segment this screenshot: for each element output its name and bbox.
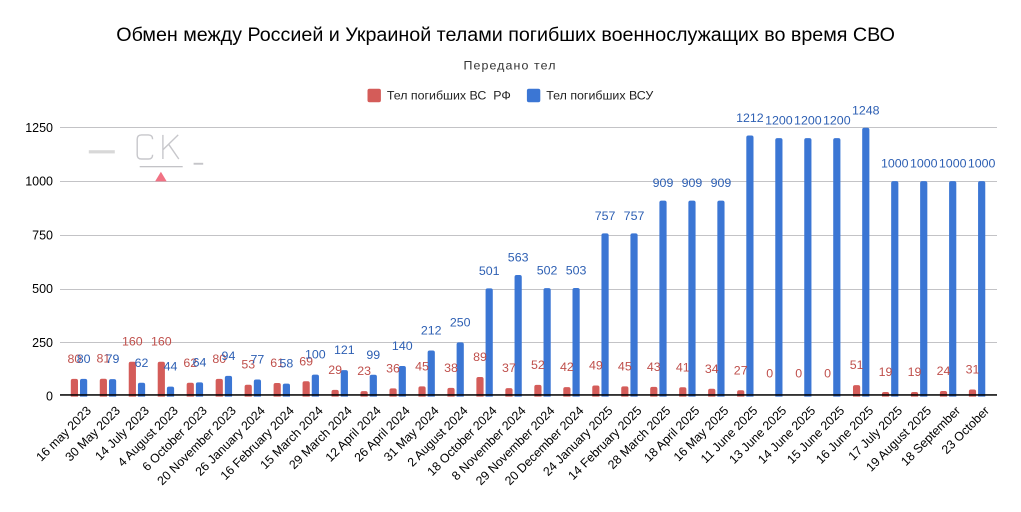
svg-text:1248: 1248 — [852, 103, 880, 117]
svg-text:37: 37 — [502, 361, 516, 375]
svg-text:501: 501 — [479, 264, 500, 278]
svg-text:250: 250 — [32, 336, 53, 350]
svg-text:99: 99 — [366, 348, 380, 362]
svg-text:52: 52 — [531, 358, 545, 372]
svg-text:64: 64 — [193, 355, 207, 369]
svg-text:80: 80 — [212, 352, 226, 366]
svg-text:23: 23 — [357, 364, 371, 378]
svg-text:0: 0 — [766, 367, 773, 381]
svg-text:121: 121 — [334, 343, 355, 357]
svg-text:212: 212 — [421, 324, 442, 338]
svg-text:61: 61 — [270, 356, 284, 370]
svg-text:45: 45 — [618, 359, 632, 373]
svg-text:19: 19 — [908, 365, 922, 379]
svg-text:Тел погибших ВСУ: Тел погибших ВСУ — [546, 89, 653, 103]
svg-text:43: 43 — [647, 360, 661, 374]
svg-text:29: 29 — [328, 363, 342, 377]
svg-text:1200: 1200 — [823, 114, 851, 128]
svg-text:80: 80 — [77, 352, 91, 366]
svg-text:Передано тел: Передано тел — [463, 58, 556, 72]
svg-text:41: 41 — [676, 360, 690, 374]
svg-text:502: 502 — [537, 264, 558, 278]
svg-text:89: 89 — [473, 350, 487, 364]
svg-text:563: 563 — [508, 251, 529, 265]
svg-text:1000: 1000 — [968, 157, 996, 171]
svg-text:1200: 1200 — [765, 114, 793, 128]
svg-text:79: 79 — [106, 352, 120, 366]
svg-text:51: 51 — [850, 358, 864, 372]
svg-text:1000: 1000 — [939, 157, 967, 171]
svg-text:62: 62 — [135, 356, 149, 370]
svg-text:27: 27 — [734, 363, 748, 377]
svg-text:909: 909 — [653, 176, 674, 190]
svg-text:160: 160 — [122, 335, 143, 349]
svg-text:500: 500 — [32, 282, 53, 296]
svg-text:58: 58 — [279, 357, 293, 371]
svg-text:24: 24 — [937, 364, 951, 378]
svg-text:53: 53 — [241, 358, 255, 372]
svg-text:Тел погибших ВС РФ: Тел погибших ВС РФ — [387, 89, 511, 103]
svg-text:1200: 1200 — [794, 114, 822, 128]
svg-text:69: 69 — [299, 354, 313, 368]
svg-text:1250: 1250 — [25, 121, 53, 135]
svg-text:100: 100 — [305, 348, 326, 362]
svg-text:34: 34 — [705, 362, 719, 376]
svg-text:45: 45 — [415, 359, 429, 373]
svg-text:909: 909 — [682, 176, 703, 190]
svg-text:1000: 1000 — [910, 157, 938, 171]
svg-text:160: 160 — [151, 335, 172, 349]
svg-text:62: 62 — [183, 356, 197, 370]
svg-text:0: 0 — [46, 390, 53, 404]
svg-text:1000: 1000 — [25, 175, 53, 189]
svg-text:38: 38 — [444, 361, 458, 375]
svg-text:42: 42 — [560, 360, 574, 374]
svg-text:81: 81 — [96, 352, 110, 366]
svg-text:757: 757 — [624, 209, 645, 223]
svg-text:140: 140 — [392, 339, 413, 353]
svg-text:503: 503 — [566, 263, 587, 277]
svg-text:44: 44 — [164, 360, 178, 374]
svg-text:36: 36 — [386, 361, 400, 375]
svg-text:0: 0 — [795, 367, 802, 381]
svg-text:0: 0 — [824, 367, 831, 381]
svg-text:77: 77 — [251, 353, 265, 367]
svg-text:909: 909 — [711, 176, 732, 190]
svg-text:19: 19 — [879, 365, 893, 379]
svg-text:750: 750 — [32, 228, 53, 242]
svg-text:94: 94 — [222, 349, 236, 363]
svg-text:31: 31 — [966, 362, 980, 376]
svg-text:757: 757 — [595, 209, 616, 223]
svg-text:1212: 1212 — [736, 111, 764, 125]
svg-text:Обмен между Россией и Украиной: Обмен между Россией и Украиной телами по… — [116, 24, 895, 46]
svg-text:250: 250 — [450, 315, 471, 329]
svg-text:1000: 1000 — [881, 157, 909, 171]
svg-text:49: 49 — [589, 359, 603, 373]
svg-text:80: 80 — [68, 352, 82, 366]
